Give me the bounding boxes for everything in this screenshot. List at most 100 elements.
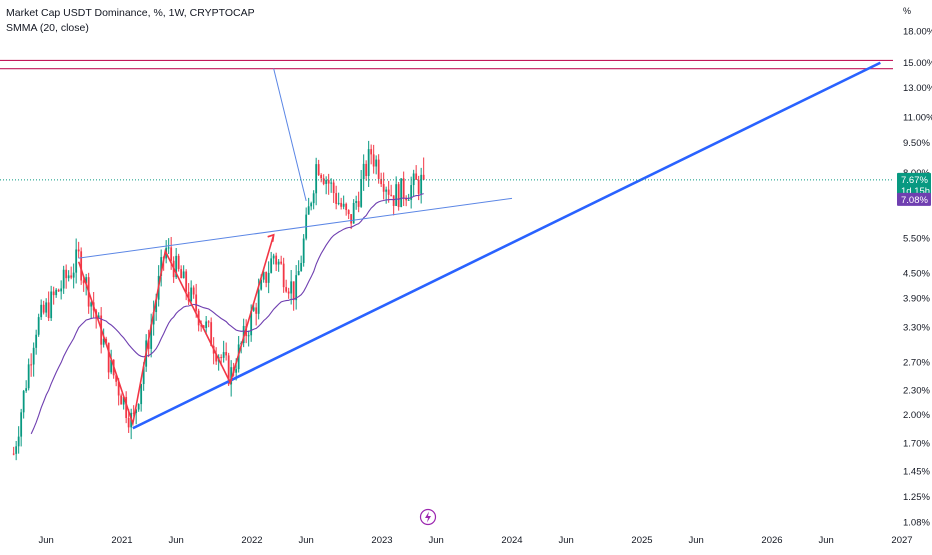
- candle-body: [37, 317, 40, 335]
- candle-body: [370, 149, 373, 155]
- smma-line[interactable]: [30, 193, 424, 435]
- time-tick-label: 2027: [891, 535, 912, 546]
- candle-body: [327, 180, 330, 184]
- candle-body: [195, 294, 198, 311]
- candle-body: [80, 251, 83, 281]
- time-tick-label: Jun: [429, 535, 444, 546]
- candle-body: [410, 185, 413, 200]
- time-tick-label: 2023: [371, 535, 392, 546]
- price-tick-label: 2.00%: [903, 410, 930, 421]
- candle-body: [347, 210, 350, 215]
- candle-body: [122, 396, 125, 405]
- candle-body: [405, 198, 408, 201]
- candle-body: [77, 249, 80, 252]
- candle-body: [65, 269, 68, 279]
- candle-body: [32, 347, 35, 365]
- candle-body: [350, 214, 353, 224]
- candle-body: [182, 271, 185, 279]
- time-tick-label: 2022: [241, 535, 262, 546]
- smma-value-badge-text: 7.08%: [901, 195, 928, 206]
- candle-body: [417, 179, 420, 194]
- time-tick-label: Jun: [169, 535, 184, 546]
- smma-value-badge[interactable]: 7.08%: [897, 192, 931, 206]
- candle-body: [335, 193, 338, 204]
- candle-body: [387, 189, 390, 195]
- candle-body: [50, 291, 53, 319]
- candle-body: [340, 202, 343, 207]
- candle-body: [285, 287, 288, 292]
- candle-body: [117, 381, 120, 396]
- candle-body: [105, 338, 108, 343]
- candle-body: [62, 269, 65, 289]
- candle-body: [192, 287, 195, 295]
- candle-body: [150, 324, 153, 349]
- chart-title: Market Cap USDT Dominance, %, 1W, CRYPTO…: [6, 7, 255, 19]
- candle-body: [205, 321, 208, 328]
- price-tick-label: 1.70%: [903, 439, 930, 450]
- candle-body: [412, 173, 415, 186]
- candle-body: [97, 315, 100, 319]
- candle-body: [272, 255, 275, 259]
- candle-body: [160, 257, 163, 276]
- candle-body: [385, 189, 388, 192]
- candle-body: [260, 279, 263, 290]
- current-price-badge-bg: [897, 172, 931, 198]
- time-tick-label: 2026: [761, 535, 782, 546]
- price-tick-label: 5.50%: [903, 233, 930, 244]
- candle-body: [330, 182, 333, 184]
- candle-body: [382, 184, 385, 192]
- candle-body: [275, 255, 278, 265]
- candle-body: [300, 262, 303, 272]
- time-tick-label: Jun: [39, 535, 54, 546]
- candle-body: [25, 388, 28, 391]
- candle-body: [42, 304, 45, 313]
- lightning-icon[interactable]: [419, 508, 437, 526]
- candle-body: [90, 302, 93, 307]
- candle-body: [315, 164, 318, 194]
- candle-body: [215, 353, 218, 362]
- price-tick-label: 1.08%: [903, 518, 930, 529]
- trend-line-1[interactable]: [132, 61, 881, 430]
- candle-body: [290, 281, 293, 294]
- candle-body: [27, 364, 30, 389]
- candles[interactable]: [12, 140, 425, 461]
- time-tick-label: Jun: [819, 535, 834, 546]
- candle-body: [277, 261, 280, 265]
- price-axis-unit: %: [903, 6, 911, 16]
- price-tick-label: 1.25%: [903, 492, 930, 503]
- candle-body: [365, 163, 368, 177]
- candle-body: [12, 453, 15, 455]
- price-axis[interactable]: %18.00%15.00%13.00%11.00%9.50%8.00%5.50%…: [903, 6, 932, 529]
- trend-line-2[interactable]: [78, 197, 513, 259]
- zigzag-pattern[interactable]: [77, 234, 275, 427]
- candle-body: [110, 359, 113, 373]
- candle-body: [287, 291, 290, 294]
- price-tick-label: 15.00%: [903, 58, 932, 69]
- candle-body: [107, 342, 110, 373]
- candle-body: [210, 322, 213, 346]
- candle-body: [312, 193, 315, 204]
- candle-body: [15, 446, 18, 454]
- time-axis[interactable]: Jun 2021 Jun 2022 Jun 2023 Jun 2024 Jun 2025 Jun 20…: [39, 535, 913, 546]
- candle-body: [227, 355, 230, 385]
- current-price-badge[interactable]: 7.67%1d 15h: [897, 172, 931, 198]
- candle-body: [395, 184, 398, 206]
- candle-body: [230, 367, 233, 385]
- candle-body: [310, 203, 313, 207]
- indicator-label[interactable]: SMMA (20, close): [6, 22, 89, 34]
- candle-body: [47, 302, 50, 319]
- candle-body: [360, 179, 363, 207]
- candle-body: [175, 255, 178, 278]
- candle-body: [257, 289, 260, 314]
- time-tick-label: 2025: [631, 535, 652, 546]
- price-tick-label: 9.50%: [903, 138, 930, 149]
- trend-line-3[interactable]: [273, 68, 307, 202]
- candle-body: [57, 289, 60, 292]
- price-tick-label: 3.30%: [903, 323, 930, 334]
- candle-body: [372, 154, 375, 167]
- candle-body: [295, 275, 298, 301]
- candle-body: [102, 338, 105, 345]
- candle-body: [55, 289, 58, 296]
